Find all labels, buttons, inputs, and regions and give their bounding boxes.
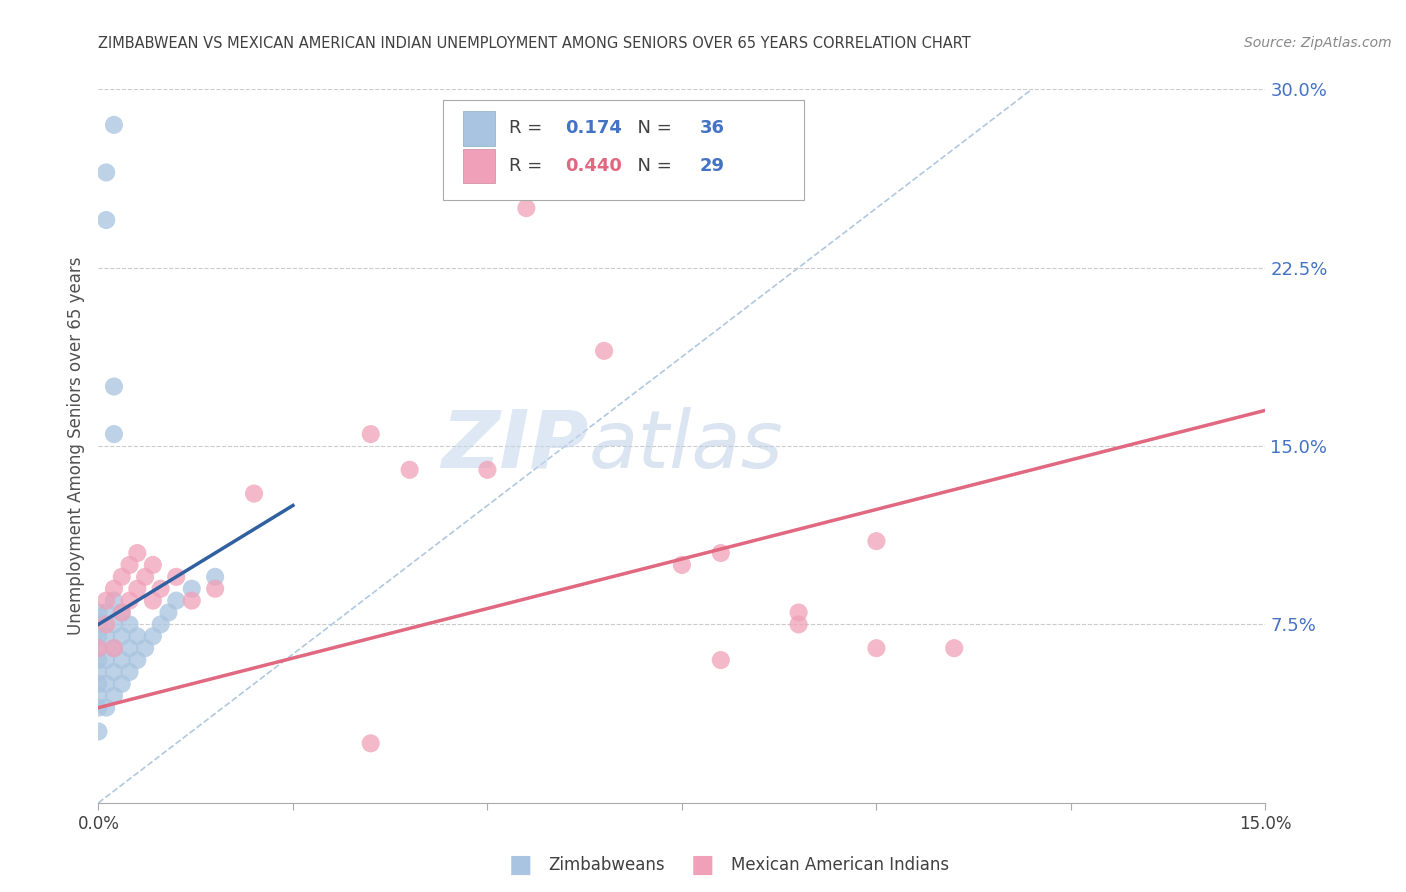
Point [111,570,134,584]
Point [243,486,266,500]
Point [96,617,118,632]
Point [127,653,149,667]
Point [134,641,156,656]
Point [142,593,165,607]
Text: 0.174: 0.174 [565,120,621,137]
Point [360,736,382,750]
Text: ZIMBABWEAN VS MEXICAN AMERICAN INDIAN UNEMPLOYMENT AMONG SENIORS OVER 65 YEARS C: ZIMBABWEAN VS MEXICAN AMERICAN INDIAN UN… [98,36,972,51]
Point [87,665,110,679]
Point [149,617,172,632]
Point [111,653,134,667]
Text: Source: ZipAtlas.com: Source: ZipAtlas.com [1244,36,1392,50]
Point [96,606,118,620]
Point [157,606,180,620]
Point [118,593,141,607]
Text: Zimbabweans: Zimbabweans [548,856,665,874]
Point [360,427,382,442]
Point [118,617,141,632]
Point [103,617,125,632]
Point [787,606,810,620]
Point [87,629,110,643]
Point [118,641,141,656]
Point [127,629,149,643]
Point [111,629,134,643]
Point [593,343,616,358]
Point [111,606,134,620]
Point [96,165,118,179]
Point [96,593,118,607]
Point [865,534,887,549]
Point [111,677,134,691]
Point [87,700,110,714]
Point [398,463,420,477]
FancyBboxPatch shape [443,100,804,200]
Point [204,582,226,596]
Text: 0.440: 0.440 [565,157,621,175]
Point [96,629,118,643]
Point [477,463,499,477]
Point [710,546,733,560]
Point [96,653,118,667]
Point [87,606,110,620]
Point [943,641,966,656]
Point [111,606,134,620]
Point [165,570,187,584]
Point [127,546,149,560]
Point [103,379,125,393]
Text: Mexican American Indians: Mexican American Indians [731,856,949,874]
Point [96,213,118,227]
Point [142,629,165,643]
Point [165,593,187,607]
Point [134,570,156,584]
Point [515,201,537,215]
Point [103,665,125,679]
Text: ZIP: ZIP [441,407,589,485]
Point [103,427,125,442]
Point [103,118,125,132]
Point [87,653,110,667]
Point [149,582,172,596]
Text: ■: ■ [509,854,531,877]
Point [118,558,141,572]
Point [96,677,118,691]
Text: R =: R = [509,157,548,175]
Point [103,689,125,703]
Point [180,593,202,607]
Point [103,593,125,607]
Point [787,617,810,632]
Point [87,677,110,691]
Point [671,558,693,572]
Text: N =: N = [626,120,678,137]
Point [142,558,165,572]
Point [127,582,149,596]
Point [87,641,110,656]
Text: 29: 29 [699,157,724,175]
Point [103,582,125,596]
Point [87,617,110,632]
Point [87,689,110,703]
Point [710,653,733,667]
Point [103,641,125,656]
Y-axis label: Unemployment Among Seniors over 65 years: Unemployment Among Seniors over 65 years [66,257,84,635]
Text: ■: ■ [692,854,714,877]
Text: atlas: atlas [589,407,783,485]
Text: N =: N = [626,157,678,175]
Point [103,641,125,656]
Text: 36: 36 [699,120,724,137]
Point [180,582,202,596]
Text: R =: R = [509,120,548,137]
Point [87,724,110,739]
Point [865,641,887,656]
Point [87,641,110,656]
Point [204,570,226,584]
Point [118,665,141,679]
FancyBboxPatch shape [463,149,495,184]
Point [96,700,118,714]
FancyBboxPatch shape [463,112,495,145]
